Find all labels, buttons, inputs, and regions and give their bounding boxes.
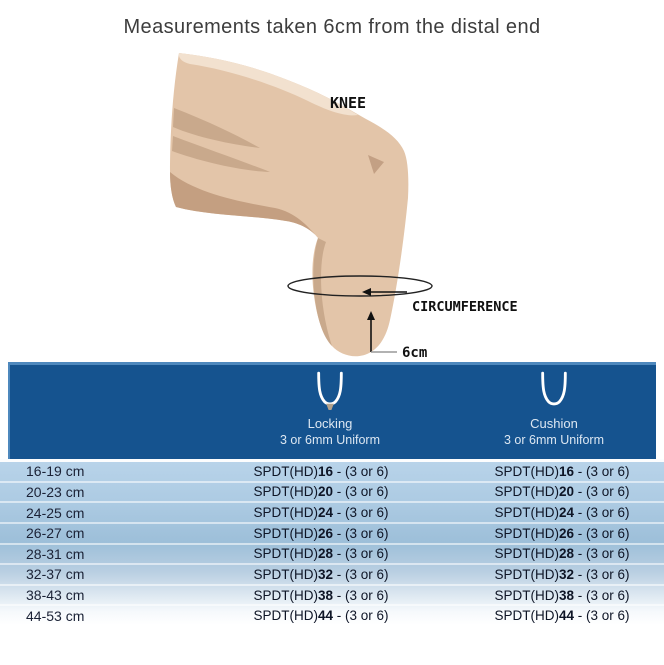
- table-row: 28-31 cm SPDT(HD)28 - (3 or 6) SPDT(HD)2…: [0, 542, 664, 564]
- code-cell-cushion: SPDT(HD)24 - (3 or 6): [494, 505, 630, 521]
- knee-label: KNEE: [330, 94, 366, 112]
- code-cell-cushion: SPDT(HD)20 - (3 or 6): [494, 484, 630, 500]
- code-cell-locking: SPDT(HD)32 - (3 or 6): [253, 566, 389, 582]
- size-cell: 26-27 cm: [26, 525, 85, 542]
- code-cell-cushion: SPDT(HD)26 - (3 or 6): [494, 525, 630, 541]
- column-subtitle: 3 or 6mm Uniform: [279, 432, 381, 447]
- table-header: Locking 3 or 6mm Uniform Cushion 3 or 6m…: [8, 362, 656, 459]
- table-row: 20-23 cm SPDT(HD)20 - (3 or 6) SPDT(HD)2…: [0, 480, 664, 502]
- code-cell-locking: SPDT(HD)38 - (3 or 6): [253, 587, 389, 603]
- table-row: 26-27 cm SPDT(HD)26 - (3 or 6) SPDT(HD)2…: [0, 521, 664, 543]
- locking-liner-icon: [317, 371, 343, 410]
- table-row: 24-25 cm SPDT(HD)24 - (3 or 6) SPDT(HD)2…: [0, 501, 664, 522]
- code-cell-cushion: SPDT(HD)16 - (3 or 6): [494, 463, 630, 479]
- size-cell: 24-25 cm: [26, 504, 85, 521]
- code-cell-locking: SPDT(HD)20 - (3 or 6): [253, 484, 389, 500]
- distance-label: 6cm: [402, 345, 427, 361]
- size-cell: 32-37 cm: [26, 566, 85, 583]
- limb-shade-wedge-1: [173, 108, 260, 148]
- table-row: 16-19 cm SPDT(HD)16 - (3 or 6) SPDT(HD)1…: [0, 459, 664, 481]
- circumference-arrowhead: [362, 288, 371, 296]
- code-cell-cushion: SPDT(HD)32 - (3 or 6): [494, 566, 630, 582]
- code-cell-cushion: SPDT(HD)38 - (3 or 6): [494, 587, 630, 603]
- column-header-cushion: Cushion 3 or 6mm Uniform: [459, 371, 649, 449]
- code-cell-locking: SPDT(HD)24 - (3 or 6): [253, 505, 389, 521]
- page-title: Measurements taken 6cm from the distal e…: [123, 16, 541, 38]
- cushion-liner-icon: [541, 371, 567, 406]
- limb-highlight: [178, 53, 358, 116]
- code-cell-locking: SPDT(HD)44 - (3 or 6): [253, 608, 389, 624]
- code-cell-cushion: SPDT(HD)28 - (3 or 6): [494, 546, 630, 562]
- column-name: Cushion: [530, 416, 578, 431]
- table-row: 32-37 cm SPDT(HD)32 - (3 or 6) SPDT(HD)3…: [0, 563, 664, 584]
- limb-diagram: KNEE CIRCUMFERENCE 6cm: [170, 53, 518, 361]
- column-header-locking: Locking 3 or 6mm Uniform: [235, 371, 425, 449]
- limb-shade-stump: [313, 238, 332, 346]
- column-subtitle: 3 or 6mm Uniform: [503, 432, 605, 447]
- circumference-label: CIRCUMFERENCE: [412, 299, 518, 315]
- code-cell-locking: SPDT(HD)16 - (3 or 6): [253, 463, 389, 479]
- size-cell: 16-19 cm: [26, 463, 85, 480]
- table-row: 38-43 cm SPDT(HD)38 - (3 or 6) SPDT(HD)3…: [0, 583, 664, 605]
- limb-shape: [170, 53, 409, 357]
- size-cell: 20-23 cm: [26, 483, 85, 500]
- distance-arrowhead: [367, 311, 375, 320]
- circumference-ellipse: [287, 275, 433, 297]
- size-cell: 38-43 cm: [26, 587, 85, 604]
- size-cell: 44-53 cm: [26, 607, 85, 624]
- limb-shade-wedge-2: [172, 136, 270, 172]
- code-cell-cushion: SPDT(HD)44 - (3 or 6): [494, 608, 630, 624]
- table-rows: 16-19 cm SPDT(HD)16 - (3 or 6) SPDT(HD)1…: [0, 459, 664, 625]
- code-cell-locking: SPDT(HD)28 - (3 or 6): [253, 546, 389, 562]
- size-cell: 28-31 cm: [26, 545, 85, 562]
- knee-dimple: [368, 155, 384, 174]
- limb-shade-underside: [170, 172, 318, 238]
- code-cell-locking: SPDT(HD)26 - (3 or 6): [253, 525, 389, 541]
- table-row: 44-53 cm SPDT(HD)44 - (3 or 6) SPDT(HD)4…: [0, 604, 664, 625]
- column-name: Locking: [307, 416, 353, 431]
